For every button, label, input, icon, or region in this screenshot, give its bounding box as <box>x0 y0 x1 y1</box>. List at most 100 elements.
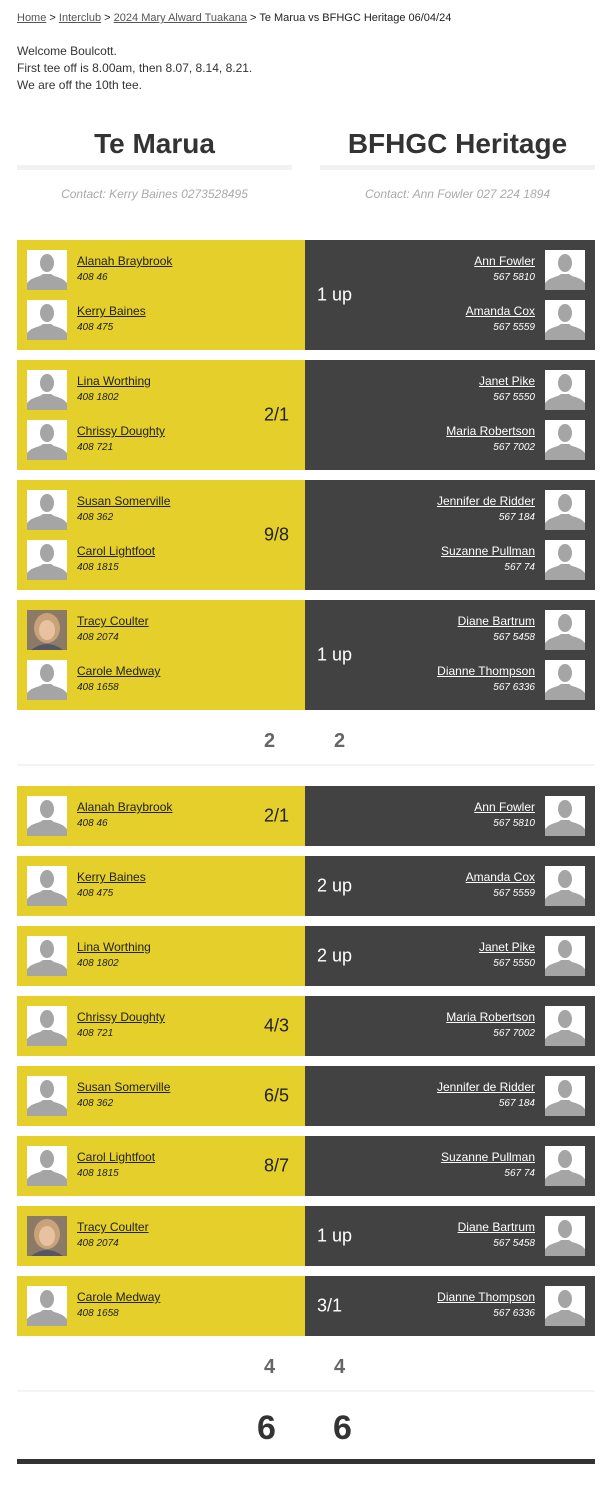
player-name-link[interactable]: Kerry Baines <box>77 304 146 318</box>
avatar <box>545 866 585 906</box>
player-name-link[interactable]: Janet Pike <box>478 374 535 388</box>
breadcrumb-competition[interactable]: 2024 Mary Alward Tuakana <box>113 12 247 24</box>
player-name-link[interactable]: Maria Robertson <box>446 424 535 438</box>
home-player: Kerry Baines 408 475 <box>27 300 287 340</box>
player-name-link[interactable]: Carole Medway <box>77 1290 161 1304</box>
player-name-link[interactable]: Alanah Braybrook <box>77 254 173 268</box>
player-name-link[interactable]: Diane Bartrum <box>457 614 535 628</box>
away-side: Diane Bartrum 567 5458 Dianne Thompson 567 … <box>305 600 595 710</box>
home-side: Susan Somerville 408 362 Carol Lightfoot 40… <box>17 480 305 590</box>
player-name-link[interactable]: Ann Fowler <box>474 800 535 814</box>
player-name-link[interactable]: Jennifer de Ridder <box>436 1080 535 1094</box>
home-player: Alanah Braybrook 408 46 <box>27 796 287 836</box>
avatar <box>27 866 67 906</box>
home-side: Susan Somerville 408 362 6/5 <box>17 1066 305 1126</box>
player-name-link[interactable]: Dianne Thompson <box>437 1290 535 1304</box>
player-handicap: 408 475 <box>77 888 114 899</box>
away-player: Diane Bartrum 567 5458 <box>325 610 585 650</box>
home-player: Carol Lightfoot 408 1815 <box>27 1146 287 1186</box>
away-player: Jennifer de Ridder 567 184 <box>325 1076 585 1116</box>
avatar <box>545 1216 585 1256</box>
home-player: Carol Lightfoot 408 1815 <box>27 540 287 580</box>
home-player: Kerry Baines 408 475 <box>27 866 287 906</box>
player-name-link[interactable]: Diane Bartrum <box>457 1220 535 1234</box>
match-row: Lina Worthing 408 1802 Janet Pike 567 5550 2… <box>17 926 595 986</box>
intro-line: Welcome Boulcott. <box>17 44 117 58</box>
home-player: Lina Worthing 408 1802 <box>27 370 287 410</box>
player-name-link[interactable]: Lina Worthing <box>77 374 151 388</box>
player-name-link[interactable]: Suzanne Pullman <box>440 1150 535 1164</box>
home-player: Chrissy Doughty 408 721 <box>27 1006 287 1046</box>
breadcrumb-interclub[interactable]: Interclub <box>58 12 102 24</box>
away-side: Janet Pike 567 5550 2 up <box>305 926 595 986</box>
player-name-link[interactable]: Chrissy Doughty <box>77 424 166 438</box>
player-handicap: 408 721 <box>77 1028 114 1039</box>
player-name-link[interactable]: Carol Lightfoot <box>77 1150 156 1164</box>
away-side: Janet Pike 567 5550 Maria Robertson 567 700… <box>305 360 595 470</box>
away-side: Amanda Cox 567 5559 2 up <box>305 856 595 916</box>
away-side: Maria Robertson 567 7002 <box>305 996 595 1056</box>
breadcrumb-separator: > <box>104 12 111 24</box>
away-side: Suzanne Pullman 567 74 <box>305 1136 595 1196</box>
player-name-link[interactable]: Ann Fowler <box>474 254 535 268</box>
player-name-link[interactable]: Maria Robertson <box>446 1010 535 1024</box>
player-handicap: 408 1815 <box>77 1168 119 1179</box>
player-name-link[interactable]: Suzanne Pullman <box>440 544 535 558</box>
away-side: Jennifer de Ridder 567 184 <box>305 1066 595 1126</box>
player-handicap: 408 2074 <box>77 1238 119 1249</box>
player-name-link[interactable]: Amanda Cox <box>465 304 535 318</box>
home-side: Chrissy Doughty 408 721 4/3 <box>17 996 305 1056</box>
match-result: 9/8 <box>263 524 289 545</box>
avatar <box>27 370 67 410</box>
player-name-link[interactable]: Jennifer de Ridder <box>436 494 535 508</box>
avatar <box>545 300 585 340</box>
match-row: Susan Somerville 408 362 6/5 Jennifer de Ri… <box>17 1066 595 1126</box>
match-result: 2/1 <box>263 404 289 425</box>
player-name-link[interactable]: Susan Somerville <box>77 1080 171 1094</box>
player-handicap: 408 721 <box>77 442 114 453</box>
avatar <box>545 490 585 530</box>
away-player: Maria Robertson 567 7002 <box>325 420 585 460</box>
player-handicap: 567 6336 <box>493 682 535 693</box>
avatar <box>545 796 585 836</box>
player-name-link[interactable]: Chrissy Doughty <box>77 1010 166 1024</box>
match-row: Tracy Coulter 408 2074 Diane Bartrum 567 54… <box>17 1206 595 1266</box>
away-player: Ann Fowler 567 5810 <box>325 250 585 290</box>
player-handicap: 408 1658 <box>77 682 119 693</box>
player-name-link[interactable]: Carol Lightfoot <box>77 544 156 558</box>
player-handicap: 567 5559 <box>493 888 535 899</box>
home-player: Susan Somerville 408 362 <box>27 490 287 530</box>
avatar <box>27 936 67 976</box>
player-name-link[interactable]: Alanah Braybrook <box>77 800 173 814</box>
away-player: Amanda Cox 567 5559 <box>325 866 585 906</box>
away-player: Janet Pike 567 5550 <box>325 370 585 410</box>
divider <box>320 165 595 170</box>
home-player: Tracy Coulter 408 2074 <box>27 610 287 650</box>
away-side: Jennifer de Ridder 567 184 Suzanne Pullman… <box>305 480 595 590</box>
home-player: Chrissy Doughty 408 721 <box>27 420 287 460</box>
breadcrumb-home[interactable]: Home <box>17 12 47 24</box>
home-side: Tracy Coulter 408 2074 Carole Medway 408 16… <box>17 600 305 710</box>
breadcrumb-current: Te Marua vs BFHGC Heritage 06/04/24 <box>259 12 452 24</box>
player-name-link[interactable]: Amanda Cox <box>465 870 535 884</box>
player-name-link[interactable]: Tracy Coulter <box>77 1220 149 1234</box>
avatar <box>545 370 585 410</box>
avatar <box>545 610 585 650</box>
player-name-link[interactable]: Carole Medway <box>77 664 161 678</box>
away-player: Ann Fowler 567 5810 <box>325 796 585 836</box>
player-name-link[interactable]: Kerry Baines <box>77 870 146 884</box>
grand-home-total: 6 <box>257 1409 276 1447</box>
avatar <box>27 1286 67 1326</box>
player-name-link[interactable]: Susan Somerville <box>77 494 171 508</box>
away-player: Maria Robertson 567 7002 <box>325 1006 585 1046</box>
player-name-link[interactable]: Janet Pike <box>478 940 535 954</box>
player-handicap: 408 362 <box>77 512 114 523</box>
player-handicap: 567 5559 <box>493 322 535 333</box>
home-side: Alanah Braybrook 408 46 2/1 <box>17 786 305 846</box>
player-name-link[interactable]: Lina Worthing <box>77 940 151 954</box>
footer-bar <box>17 1459 595 1464</box>
away-side: Diane Bartrum 567 5458 1 up <box>305 1206 595 1266</box>
player-name-link[interactable]: Tracy Coulter <box>77 614 149 628</box>
player-name-link[interactable]: Dianne Thompson <box>437 664 535 678</box>
match-row: Susan Somerville 408 362 Carol Lightfoot 40… <box>17 480 595 590</box>
